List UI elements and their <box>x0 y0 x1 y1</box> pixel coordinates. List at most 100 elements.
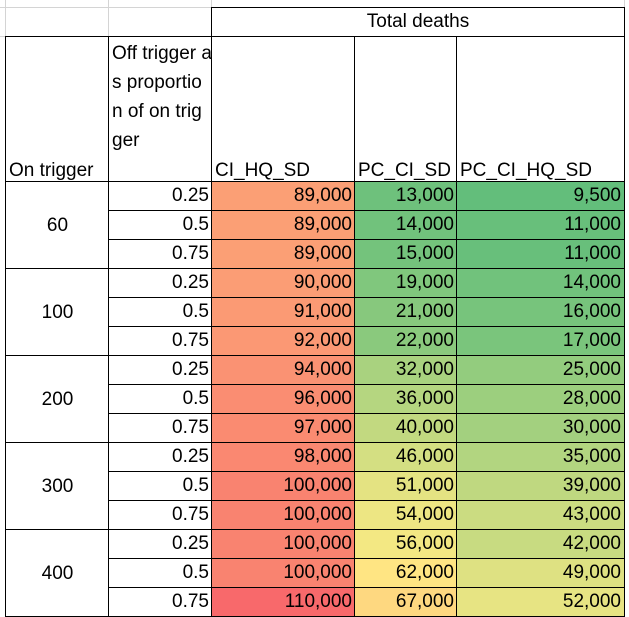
border <box>108 471 624 472</box>
gridline <box>0 36 5 37</box>
off-trigger-cell[interactable]: 0.25 <box>172 185 209 206</box>
total-deaths-header[interactable]: Total deaths <box>366 11 470 32</box>
off-trigger-cell[interactable]: 0.25 <box>172 359 209 380</box>
value-cell[interactable]: 35,000 <box>457 443 624 472</box>
off-trigger-cell[interactable]: 0.75 <box>172 591 209 612</box>
off-trigger-cell[interactable]: 0.5 <box>182 475 209 496</box>
border <box>354 36 355 617</box>
off-trigger-cell[interactable]: 0.75 <box>172 243 209 264</box>
on-trigger-cell[interactable]: 200 <box>41 389 74 410</box>
border <box>108 297 624 298</box>
value-cell[interactable]: 40,000 <box>355 414 457 443</box>
off-trigger-cell[interactable]: 0.75 <box>172 504 209 525</box>
value-cell[interactable]: 89,000 <box>212 182 355 211</box>
border <box>108 384 624 385</box>
border <box>624 7 625 617</box>
value-cell[interactable]: 52,000 <box>457 588 624 617</box>
border <box>108 239 624 240</box>
value-cell[interactable]: 39,000 <box>457 472 624 501</box>
value-cell[interactable]: 28,000 <box>457 385 624 414</box>
border <box>5 268 625 269</box>
on-trigger-cell[interactable]: 300 <box>41 476 74 497</box>
off-trigger-header[interactable]: Off trigger as proportion of on trigger <box>112 43 212 151</box>
gridline <box>5 0 6 37</box>
border <box>108 587 624 588</box>
value-cell[interactable]: 94,000 <box>212 356 355 385</box>
on-trigger-header[interactable]: On trigger <box>9 160 94 181</box>
value-cell[interactable]: 15,000 <box>355 240 457 269</box>
border <box>5 442 625 443</box>
value-cell[interactable]: 13,000 <box>355 182 457 211</box>
value-cell[interactable]: 21,000 <box>355 298 457 327</box>
value-cell[interactable]: 32,000 <box>355 356 457 385</box>
gridline <box>211 0 212 8</box>
off-trigger-cell[interactable]: 0.5 <box>182 301 209 322</box>
border <box>5 355 625 356</box>
border <box>108 210 624 211</box>
value-cell[interactable]: 30,000 <box>457 414 624 443</box>
border <box>108 413 624 414</box>
value-cell[interactable]: 42,000 <box>457 530 624 559</box>
value-cell[interactable]: 14,000 <box>355 211 457 240</box>
off-trigger-cell[interactable]: 0.25 <box>172 272 209 293</box>
border <box>211 7 625 8</box>
border <box>5 36 625 37</box>
value-cell[interactable]: 56,000 <box>355 530 457 559</box>
value-cell[interactable]: 54,000 <box>355 501 457 530</box>
off-trigger-cell[interactable]: 0.25 <box>172 533 209 554</box>
value-cell[interactable]: 100,000 <box>212 530 355 559</box>
value-cell[interactable]: 96,000 <box>212 385 355 414</box>
value-cell[interactable]: 100,000 <box>212 559 355 588</box>
border <box>108 558 624 559</box>
on-trigger-cell[interactable]: 400 <box>41 563 74 584</box>
value-cell[interactable]: 100,000 <box>212 472 355 501</box>
value-cell[interactable]: 22,000 <box>355 327 457 356</box>
border <box>456 36 457 617</box>
value-cell[interactable]: 19,000 <box>355 269 457 298</box>
border <box>5 36 6 617</box>
value-cell[interactable]: 16,000 <box>457 298 624 327</box>
value-cell[interactable]: 25,000 <box>457 356 624 385</box>
value-cell[interactable]: 100,000 <box>212 501 355 530</box>
value-cell[interactable]: 91,000 <box>212 298 355 327</box>
value-cell[interactable]: 97,000 <box>212 414 355 443</box>
on-trigger-cell[interactable]: 100 <box>41 302 74 323</box>
off-trigger-cell[interactable]: 0.5 <box>182 214 209 235</box>
off-trigger-cell[interactable]: 0.75 <box>172 417 209 438</box>
value-cell[interactable]: 110,000 <box>212 588 355 617</box>
value-cell[interactable]: 49,000 <box>457 559 624 588</box>
value-cell[interactable]: 90,000 <box>212 269 355 298</box>
border <box>108 326 624 327</box>
value-cell[interactable]: 89,000 <box>212 211 355 240</box>
gridline <box>108 0 109 37</box>
value-cell[interactable]: 92,000 <box>212 327 355 356</box>
column-header-pc-ci-sd[interactable]: PC_CI_SD <box>358 160 451 181</box>
border <box>108 36 109 617</box>
off-trigger-cell[interactable]: 0.75 <box>172 330 209 351</box>
border <box>211 7 212 617</box>
column-header-pc-ci-hq-sd[interactable]: PC_CI_HQ_SD <box>460 160 592 181</box>
value-cell[interactable]: 62,000 <box>355 559 457 588</box>
value-cell[interactable]: 11,000 <box>457 240 624 269</box>
value-cell[interactable]: 43,000 <box>457 501 624 530</box>
gridline <box>0 7 212 8</box>
value-cell[interactable]: 9,500 <box>457 182 624 211</box>
value-cell[interactable]: 67,000 <box>355 588 457 617</box>
value-cell[interactable]: 46,000 <box>355 443 457 472</box>
off-trigger-cell[interactable]: 0.5 <box>182 388 209 409</box>
off-trigger-cell[interactable]: 0.5 <box>182 562 209 583</box>
value-cell[interactable]: 17,000 <box>457 327 624 356</box>
off-trigger-cell[interactable]: 0.25 <box>172 446 209 467</box>
column-header-ci-hq-sd[interactable]: CI_HQ_SD <box>215 160 311 181</box>
gridline <box>624 0 625 8</box>
on-trigger-cell[interactable]: 60 <box>46 215 69 236</box>
border <box>108 500 624 501</box>
value-cell[interactable]: 36,000 <box>355 385 457 414</box>
value-cell[interactable]: 98,000 <box>212 443 355 472</box>
value-cell[interactable]: 11,000 <box>457 211 624 240</box>
border <box>5 181 625 182</box>
value-cell[interactable]: 51,000 <box>355 472 457 501</box>
value-cell[interactable]: 14,000 <box>457 269 624 298</box>
value-cell[interactable]: 89,000 <box>212 240 355 269</box>
